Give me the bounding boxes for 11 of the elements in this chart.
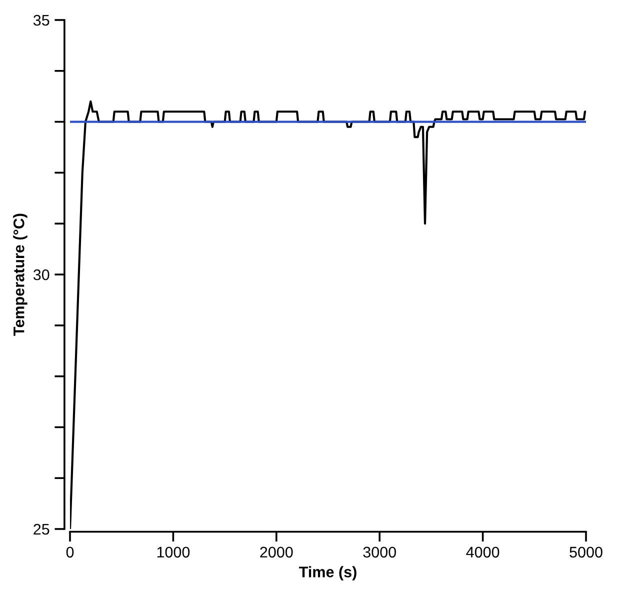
x-tick-label: 1000 — [157, 546, 190, 558]
y-tick-label: 25 — [34, 524, 50, 535]
y-tick-label: 35 — [33, 14, 50, 26]
x-tick-label: 4000 — [466, 546, 500, 558]
x-axis-title: Time (s) — [299, 566, 356, 580]
x-tick-label: 0 — [66, 546, 74, 558]
y-tick-label: 30 — [33, 269, 50, 280]
x-tick-label: 2000 — [260, 546, 293, 558]
y-axis-title: Temperature (°C) — [13, 214, 28, 336]
x-tick-label: 5000 — [570, 546, 602, 558]
x-tick-label: 3000 — [363, 546, 396, 558]
